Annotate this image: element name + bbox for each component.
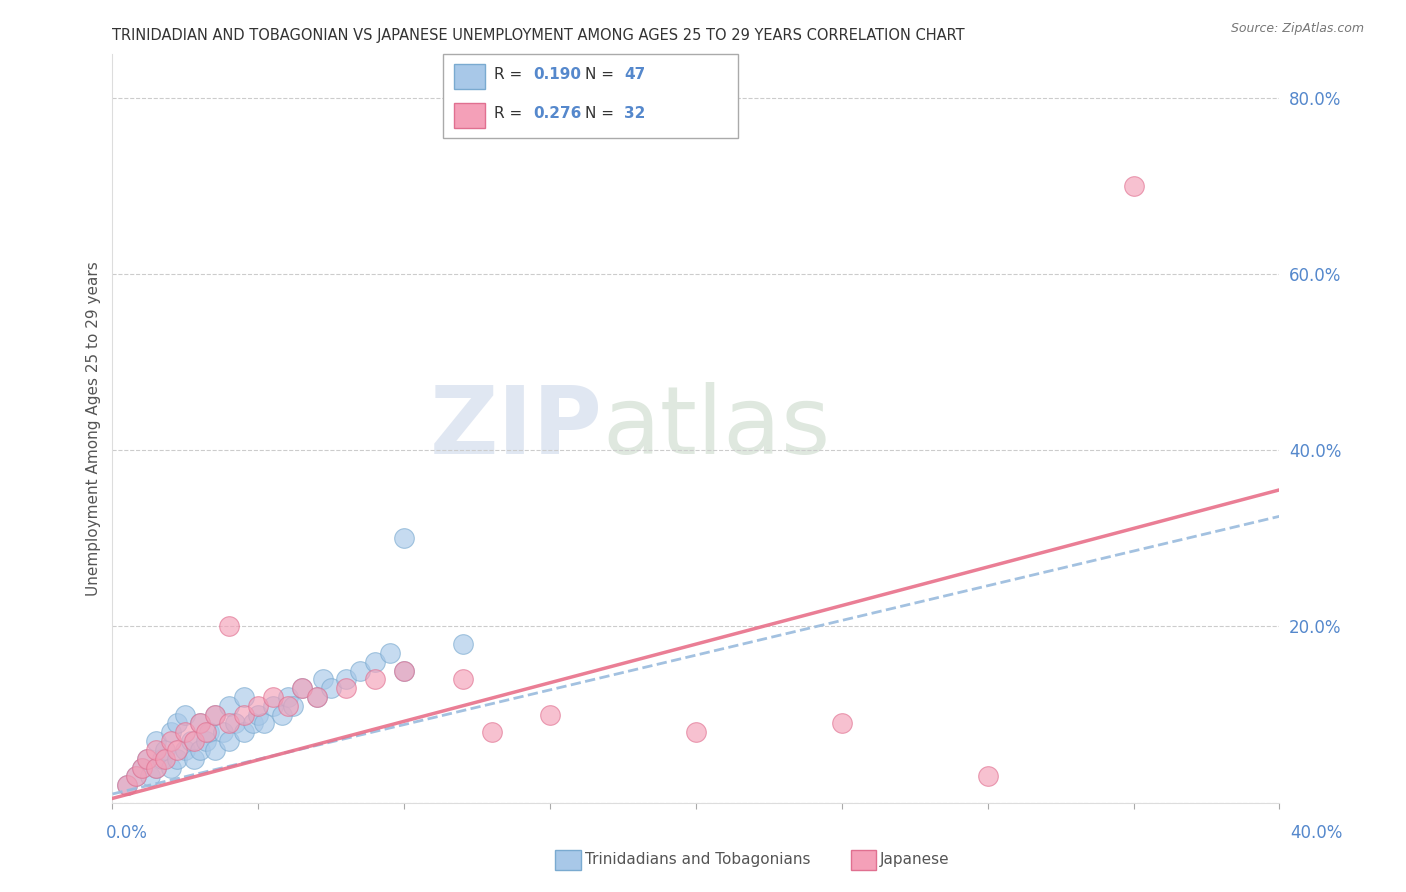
Point bbox=[349, 664, 371, 678]
Text: ZIP: ZIP bbox=[430, 382, 603, 475]
Point bbox=[160, 725, 183, 739]
Point bbox=[166, 743, 188, 757]
Text: N =: N = bbox=[585, 67, 619, 81]
Point bbox=[183, 752, 205, 766]
Point bbox=[291, 681, 314, 696]
Point bbox=[174, 725, 197, 739]
Point bbox=[218, 716, 240, 731]
Point bbox=[150, 752, 173, 766]
Point bbox=[394, 664, 416, 678]
Point bbox=[153, 752, 176, 766]
Point bbox=[194, 725, 217, 739]
Point bbox=[538, 707, 561, 722]
Text: Japanese: Japanese bbox=[880, 853, 950, 867]
Point bbox=[166, 752, 188, 766]
Point bbox=[451, 673, 474, 687]
Text: 0.190: 0.190 bbox=[533, 67, 581, 81]
Point bbox=[976, 769, 998, 783]
Point bbox=[136, 752, 159, 766]
Text: R =: R = bbox=[494, 106, 527, 120]
Point bbox=[218, 734, 240, 748]
Text: N =: N = bbox=[585, 106, 619, 120]
Point bbox=[145, 760, 167, 774]
Point bbox=[153, 743, 176, 757]
Point bbox=[364, 673, 387, 687]
Text: 0.276: 0.276 bbox=[533, 106, 581, 120]
Text: 32: 32 bbox=[624, 106, 645, 120]
Point bbox=[394, 532, 416, 546]
Point bbox=[262, 690, 284, 704]
Point bbox=[305, 690, 328, 704]
Point bbox=[364, 655, 387, 669]
Point bbox=[321, 681, 343, 696]
Point bbox=[125, 769, 148, 783]
Point bbox=[174, 707, 197, 722]
Point bbox=[305, 690, 328, 704]
Point bbox=[218, 619, 240, 633]
Point bbox=[253, 716, 276, 731]
Point bbox=[115, 778, 138, 792]
Point bbox=[212, 725, 235, 739]
Point bbox=[160, 760, 183, 774]
Point bbox=[188, 743, 211, 757]
Point bbox=[335, 673, 357, 687]
Point bbox=[276, 698, 298, 713]
Point bbox=[283, 698, 305, 713]
Point bbox=[232, 725, 254, 739]
Text: atlas: atlas bbox=[603, 382, 831, 475]
Point bbox=[131, 760, 153, 774]
Text: Trinidadians and Tobagonians: Trinidadians and Tobagonians bbox=[585, 853, 810, 867]
Point bbox=[204, 707, 226, 722]
Point bbox=[685, 725, 707, 739]
Point bbox=[247, 707, 270, 722]
Point bbox=[276, 690, 298, 704]
Point bbox=[145, 743, 167, 757]
Point bbox=[451, 637, 474, 651]
Point bbox=[204, 707, 226, 722]
Point bbox=[166, 716, 188, 731]
Text: 47: 47 bbox=[624, 67, 645, 81]
Point bbox=[270, 707, 292, 722]
Text: TRINIDADIAN AND TOBAGONIAN VS JAPANESE UNEMPLOYMENT AMONG AGES 25 TO 29 YEARS CO: TRINIDADIAN AND TOBAGONIAN VS JAPANESE U… bbox=[112, 28, 965, 43]
Point bbox=[139, 769, 162, 783]
Point bbox=[335, 681, 357, 696]
Point bbox=[131, 760, 153, 774]
Point bbox=[136, 752, 159, 766]
Point bbox=[180, 734, 202, 748]
Point bbox=[232, 690, 254, 704]
Point bbox=[188, 716, 211, 731]
Point bbox=[218, 698, 240, 713]
Text: R =: R = bbox=[494, 67, 527, 81]
Text: 40.0%: 40.0% bbox=[1291, 824, 1343, 842]
Point bbox=[378, 646, 401, 660]
Text: Source: ZipAtlas.com: Source: ZipAtlas.com bbox=[1230, 22, 1364, 36]
Point bbox=[145, 760, 167, 774]
Point bbox=[194, 734, 217, 748]
Point bbox=[183, 734, 205, 748]
Point bbox=[115, 778, 138, 792]
Point bbox=[160, 734, 183, 748]
Point bbox=[174, 743, 197, 757]
Point bbox=[394, 664, 416, 678]
Point bbox=[197, 725, 219, 739]
Point bbox=[481, 725, 503, 739]
Point bbox=[188, 716, 211, 731]
Point bbox=[311, 673, 333, 687]
Point bbox=[247, 698, 270, 713]
Point bbox=[125, 769, 148, 783]
Point bbox=[145, 734, 167, 748]
Y-axis label: Unemployment Among Ages 25 to 29 years: Unemployment Among Ages 25 to 29 years bbox=[86, 260, 101, 596]
Point bbox=[831, 716, 853, 731]
Point bbox=[204, 743, 226, 757]
Point bbox=[224, 716, 246, 731]
Point bbox=[242, 716, 264, 731]
Point bbox=[262, 698, 284, 713]
Point bbox=[1122, 178, 1144, 193]
Text: 0.0%: 0.0% bbox=[105, 824, 148, 842]
Point bbox=[232, 707, 254, 722]
Point bbox=[291, 681, 314, 696]
